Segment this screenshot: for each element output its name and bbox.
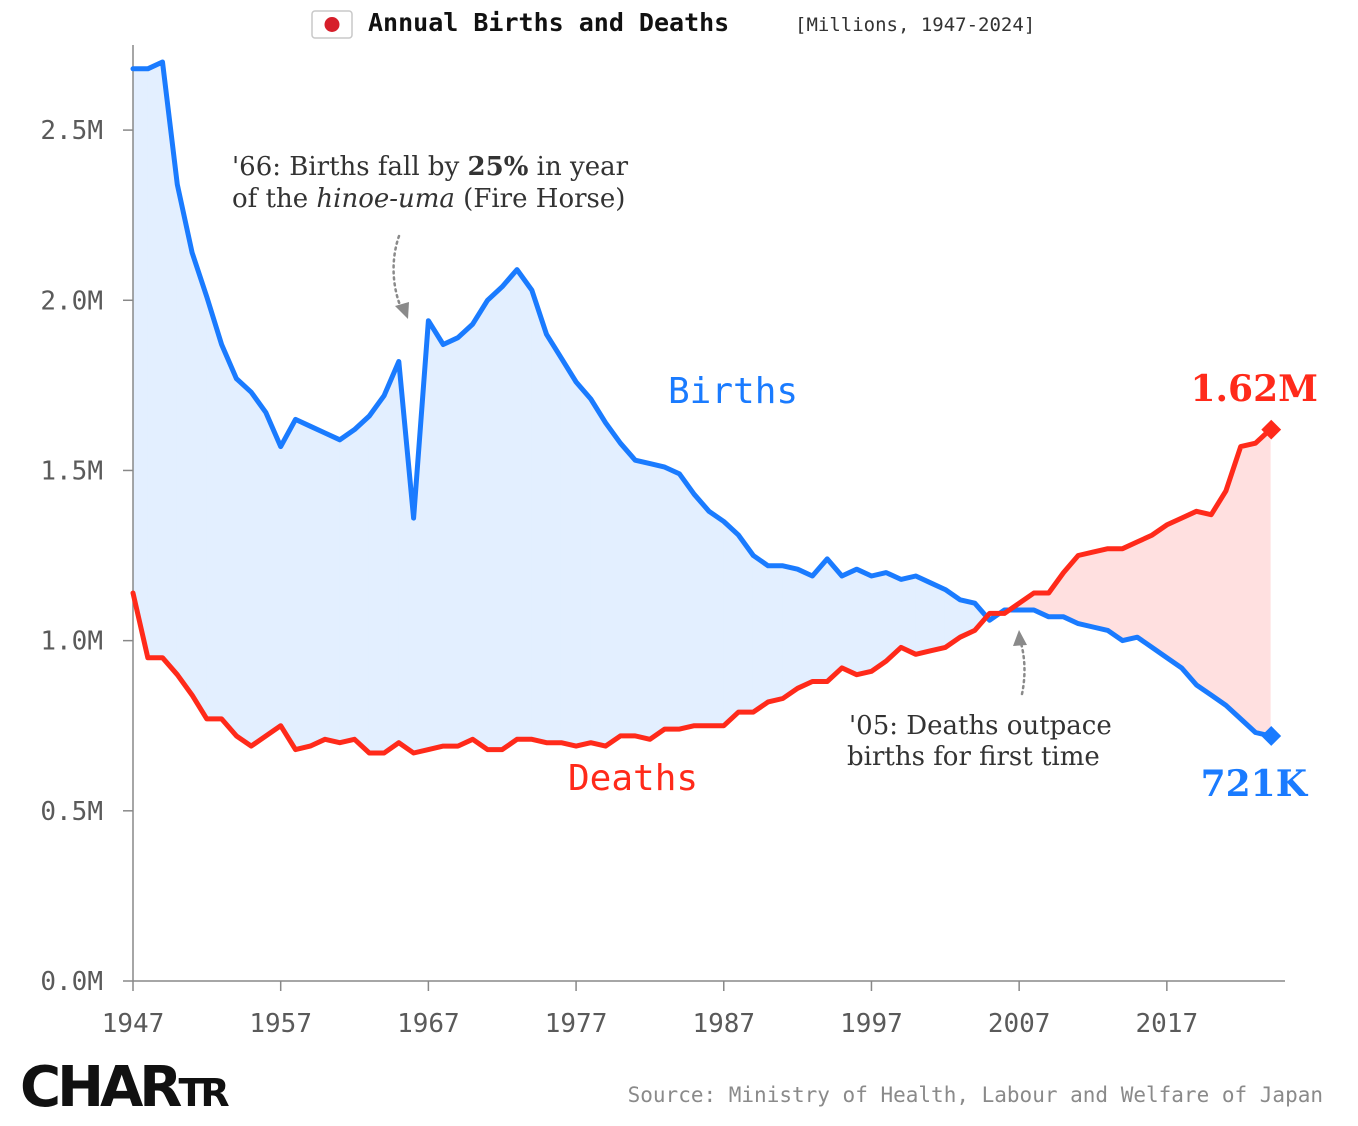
x-tick-label: 1977 (545, 1009, 608, 1039)
hinoeuma-arrow (392, 234, 404, 312)
births-end-marker (1261, 726, 1282, 746)
axes: 0.0M 0.5M 1.0M 1.5M 2.0M 2.5M 1947 1957 1967 1977… (40, 45, 1285, 1039)
chart-header: Annual Births and Deaths [Millions, 1947… (311, 8, 1035, 39)
births-line (130, 59, 1273, 739)
x-tick-label: 1987 (692, 1009, 755, 1039)
chart-title: Annual Births and Deaths (368, 8, 729, 37)
x-tick-label: 1997 (840, 1009, 903, 1039)
x-tick-label: 1947 (102, 1009, 165, 1039)
y-tick-label: 0.0M (40, 967, 103, 997)
births-end-value-label: 721K (1201, 763, 1309, 805)
x-tick-label: 1967 (397, 1009, 460, 1039)
japan-flag-icon (311, 10, 353, 39)
chart-subtitle: [Millions, 1947-2024] (795, 14, 1035, 36)
hinoeuma-annotation-line2: of the hinoe-uma (Fire Horse) (232, 184, 625, 214)
source-note: Source: Ministry of Health, Labour and W… (628, 1083, 1323, 1107)
chartr-logo: CHARTR (20, 1055, 229, 1120)
hinoeuma-annotation-line1: '66: Births fall by 25% in year (232, 152, 629, 182)
y-tick-label: 2.5M (40, 116, 103, 146)
deaths-area (986, 428, 1271, 737)
x-tick-label: 2017 (1136, 1009, 1199, 1039)
crossover-annotation: '05: Deaths outpace births for first tim… (847, 630, 1112, 772)
deaths-end-marker (1261, 419, 1282, 440)
x-tick-label: 2007 (988, 1009, 1051, 1039)
crossover-arrow (1018, 638, 1026, 696)
y-tick-label: 2.0M (40, 286, 103, 316)
hinoeuma-arrow-head (395, 302, 409, 319)
deaths-series-label: Deaths (568, 758, 698, 799)
crossover-annotation-line2: births for first time (847, 742, 1100, 772)
hinoeuma-annotation: '66: Births fall by 25% in year of the h… (232, 152, 629, 319)
deaths-line (130, 427, 1273, 756)
y-tick-label: 1.0M (40, 627, 103, 657)
y-tick-label: 0.5M (40, 797, 103, 827)
crossover-arrow-head (1013, 630, 1027, 646)
crossover-annotation-line1: '05: Deaths outpace (849, 711, 1112, 741)
births-series-label: Births (668, 371, 798, 412)
x-tick-label: 1957 (249, 1009, 312, 1039)
y-tick-label: 1.5M (40, 456, 103, 486)
deaths-end-value-label: 1.62M (1190, 368, 1318, 410)
